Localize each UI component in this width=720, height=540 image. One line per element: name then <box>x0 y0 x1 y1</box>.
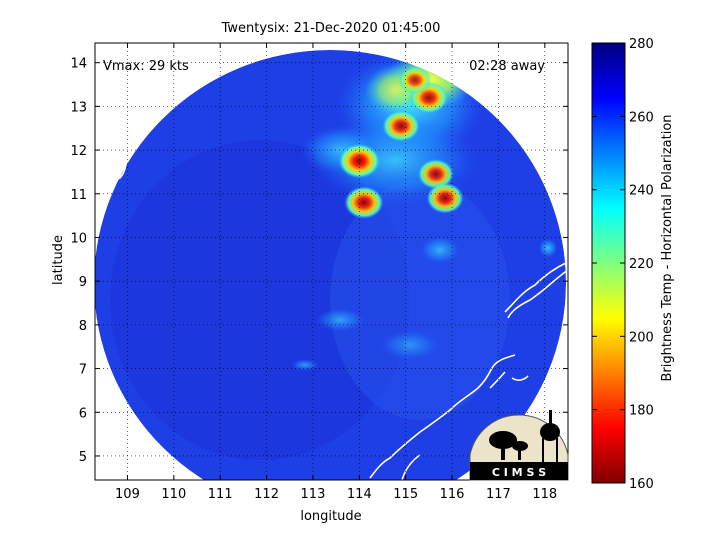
cold-core-mark <box>382 110 420 142</box>
x-axis: 109 110 111 112 113 114 115 116 117 118 <box>115 43 557 502</box>
colorbar-tick-label: 280 <box>629 37 654 52</box>
x-axis-label: longitude <box>300 509 361 524</box>
x-tick-label: 110 <box>161 487 186 502</box>
colorbar-tick-label: 240 <box>629 184 654 199</box>
y-tick-label: 9 <box>79 275 87 290</box>
y-tick-label: 13 <box>70 100 87 115</box>
y-tick-label: 12 <box>70 144 87 159</box>
y-tick-label: 11 <box>70 188 87 203</box>
colorbar-label: Brightness Temp - Horizontal Polarizatio… <box>660 114 675 381</box>
cold-core-mark <box>417 159 454 190</box>
colorbar-tick-label: 200 <box>629 330 654 345</box>
y-tick-label: 7 <box>79 363 87 378</box>
x-tick-label: 117 <box>486 487 511 502</box>
x-tick-label: 116 <box>440 487 465 502</box>
colorbar-ticks: 160 180 200 220 240 260 280 <box>592 37 654 492</box>
y-tick-label: 6 <box>79 406 87 421</box>
cold-core-mark <box>338 143 381 179</box>
cold-core-mark <box>398 66 432 94</box>
cold-core-mark <box>344 186 384 219</box>
y-axis-label: latitude <box>51 235 66 285</box>
y-axis: 5 6 7 8 9 10 11 12 13 14 <box>70 57 568 465</box>
x-tick-label: 111 <box>208 487 233 502</box>
y-tick-label: 5 <box>79 450 87 465</box>
cimss-logo-text: C I M S S <box>492 466 546 479</box>
vmax-annotation: Vmax: 29 kts <box>103 59 189 74</box>
x-tick-label: 118 <box>532 487 557 502</box>
distance-annotation: 02:28 away <box>469 59 545 74</box>
colorbar-tick-label: 260 <box>629 110 654 125</box>
cold-core-mark <box>426 182 464 214</box>
cimss-logo: C I M S S <box>469 410 569 481</box>
coastline <box>95 43 568 480</box>
x-tick-label: 115 <box>393 487 418 502</box>
grid-lines <box>95 43 568 480</box>
axes-frame <box>94 42 569 481</box>
y-tick-label: 10 <box>70 231 87 246</box>
chart-title: Twentysix: 21-Dec-2020 01:45:00 <box>221 21 441 36</box>
y-tick-label: 8 <box>79 319 87 334</box>
colorbar-tick-label: 160 <box>629 477 654 492</box>
x-tick-label: 114 <box>347 487 372 502</box>
x-tick-label: 113 <box>301 487 326 502</box>
cold-cores <box>338 66 464 219</box>
x-tick-label: 112 <box>254 487 279 502</box>
x-tick-label: 109 <box>115 487 140 502</box>
colorbar <box>591 42 626 484</box>
colorbar-tick-label: 180 <box>629 404 654 419</box>
colorbar-tick-label: 220 <box>629 257 654 272</box>
y-tick-label: 14 <box>70 57 87 72</box>
